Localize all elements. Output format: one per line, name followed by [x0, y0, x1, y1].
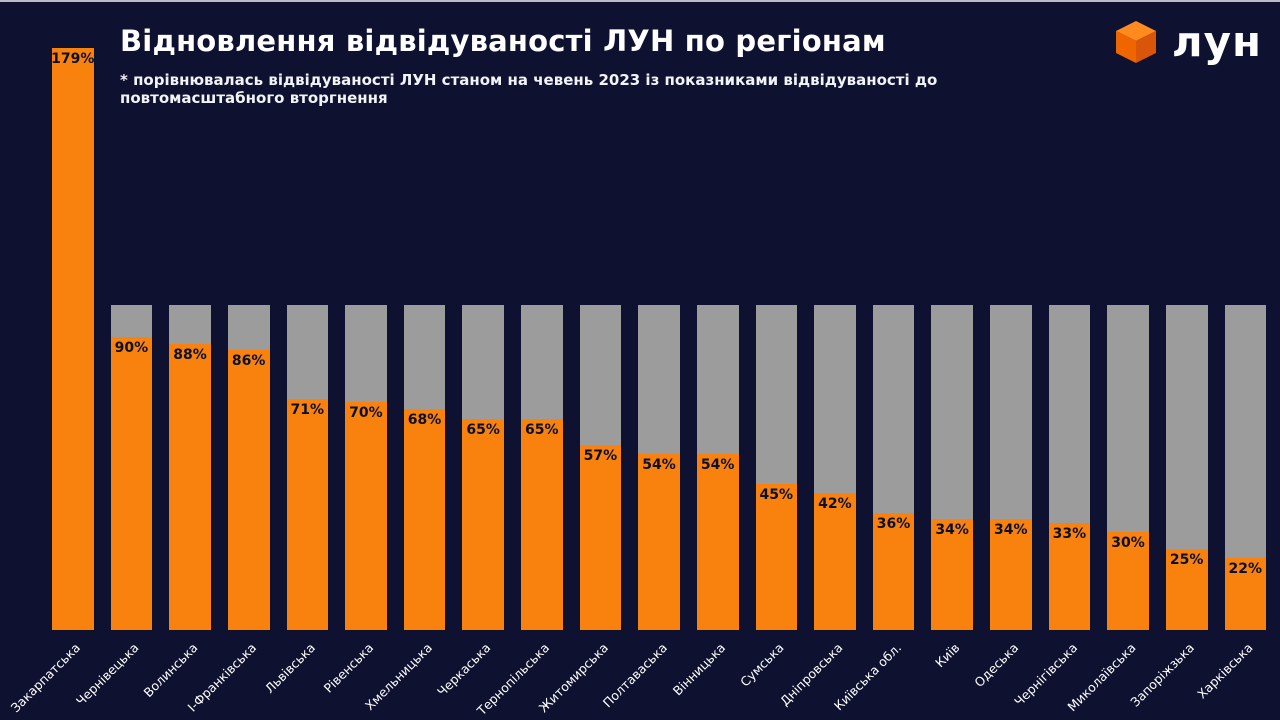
x-label-cell: І-Франківська [185, 636, 270, 720]
bar-column: 36% [872, 48, 915, 630]
bar-fill: 36% [872, 513, 915, 630]
bar-value-label: 88% [173, 347, 207, 363]
bar-column: 179% [51, 48, 94, 630]
x-label-cell: Полтаваська [599, 636, 680, 720]
top-edge-line [0, 0, 1280, 2]
bar-fill: 42% [814, 493, 856, 630]
bar-fill: 65% [521, 419, 563, 630]
bar-fill: 70% [345, 402, 387, 630]
bars-area: 179% 90% 88% 86% 71% 70% 68% 65% 65% 57% 54% 54% 45%… [51, 48, 1267, 630]
page-title: Відновлення відвідуваності ЛУН по регіон… [120, 24, 886, 58]
x-axis-label: Закарпатська [8, 640, 84, 716]
x-axis-label: Рівенська [320, 640, 377, 696]
bar-value-label: 179% [51, 51, 95, 67]
bar-fill: 30% [1107, 532, 1149, 630]
x-label-cell: Київ [931, 636, 973, 720]
x-axis-labels: Закарпатська Чернівецька Волинська І-Франкі… [8, 636, 1267, 720]
bar-fill: 22% [1224, 558, 1267, 630]
bar-value-label: 70% [349, 405, 383, 421]
bar-column: 90% [110, 48, 153, 630]
bar-column: 33% [1048, 48, 1091, 630]
bar-fill: 68% [403, 409, 446, 630]
bar-value-label: 54% [642, 457, 676, 473]
bar-column: 65% [462, 48, 504, 630]
bar-column: 68% [403, 48, 446, 630]
bar-fill: 54% [696, 454, 739, 630]
x-label-cell: Хмельницька [362, 636, 446, 720]
bar-value-label: 45% [759, 487, 794, 503]
x-axis-label: Одеська [971, 640, 1022, 690]
bar-fill: 71% [286, 399, 329, 630]
x-label-cell: Чернівецька [73, 636, 153, 720]
bar-value-label: 34% [935, 522, 969, 538]
x-label-cell: Запоріжзька [1128, 636, 1208, 720]
bar-column: 22% [1224, 48, 1267, 630]
bar-value-label: 30% [1111, 535, 1145, 551]
bar-column: 54% [696, 48, 739, 630]
bar-column: 70% [345, 48, 387, 630]
x-label-cell: Одеська [971, 636, 1032, 720]
bar-value-label: 54% [700, 457, 735, 473]
bar-fill: 90% [110, 337, 153, 630]
bar-fill: 179% [51, 48, 94, 630]
lun-cube-icon [1115, 21, 1156, 63]
x-label-cell: Вінницька [670, 636, 739, 720]
x-label-cell: Миколаївська [1064, 636, 1149, 720]
bar-fill: 25% [1165, 549, 1208, 630]
bar-column: 34% [931, 48, 973, 630]
lun-logo-text: лун [1171, 17, 1262, 66]
bar-value-label: 90% [114, 340, 149, 356]
bar-value-label: 57% [583, 448, 618, 464]
bar-column: 25% [1165, 48, 1208, 630]
bar-value-label: 65% [525, 422, 559, 438]
bar-value-label: 65% [466, 422, 500, 438]
bar-chart: 179% 90% 88% 86% 71% 70% 68% 65% 65% 57% 54% 54% 45%… [51, 48, 1267, 630]
bar-fill: 34% [990, 519, 1032, 630]
x-label-cell: Київська обл. [831, 636, 915, 720]
bar-fill: 57% [579, 445, 622, 630]
bar-value-label: 22% [1228, 561, 1263, 577]
bar-fill: 33% [1048, 523, 1091, 630]
bar-column: 71% [286, 48, 329, 630]
bar-column: 54% [638, 48, 680, 630]
bar-column: 42% [814, 48, 856, 630]
bar-value-label: 33% [1052, 526, 1087, 542]
chart-header: Відновлення відвідуваності ЛУН по регіон… [120, 24, 1100, 107]
bar-column: 57% [579, 48, 622, 630]
bar-column: 88% [169, 48, 211, 630]
x-axis-label: Львівська [261, 640, 318, 697]
lun-logo: лун [1112, 18, 1262, 66]
page-subtitle: * порівнювалась відвідуваності ЛУН стано… [120, 71, 938, 107]
bar-column: 34% [990, 48, 1032, 630]
x-label-cell: Сумська [737, 636, 798, 720]
bar-value-label: 86% [231, 353, 266, 369]
bar-value-label: 36% [876, 516, 911, 532]
bar-fill: 65% [462, 419, 504, 630]
bar-value-label: 25% [1169, 552, 1204, 568]
bar-fill: 86% [227, 350, 270, 630]
x-label-cell: Львівська [262, 636, 329, 720]
x-label-cell: Харківська [1194, 636, 1267, 720]
x-label-cell: Закарпатська [8, 636, 94, 720]
bar-fill: 54% [638, 454, 680, 630]
x-label-cell: Житомирська [536, 636, 622, 720]
x-axis-label: Київ [932, 640, 963, 671]
bar-value-label: 68% [407, 412, 442, 428]
bar-fill: 34% [931, 519, 973, 630]
bar-fill: 88% [169, 344, 211, 630]
bar-column: 65% [521, 48, 563, 630]
bar-value-label: 71% [290, 402, 325, 418]
bar-column: 86% [227, 48, 270, 630]
bar-column: 45% [755, 48, 798, 630]
bar-value-label: 34% [994, 522, 1028, 538]
bar-fill: 45% [755, 484, 798, 630]
bar-value-label: 42% [818, 496, 852, 512]
bar-column: 30% [1107, 48, 1149, 630]
x-axis-label: Сумська [737, 640, 787, 690]
